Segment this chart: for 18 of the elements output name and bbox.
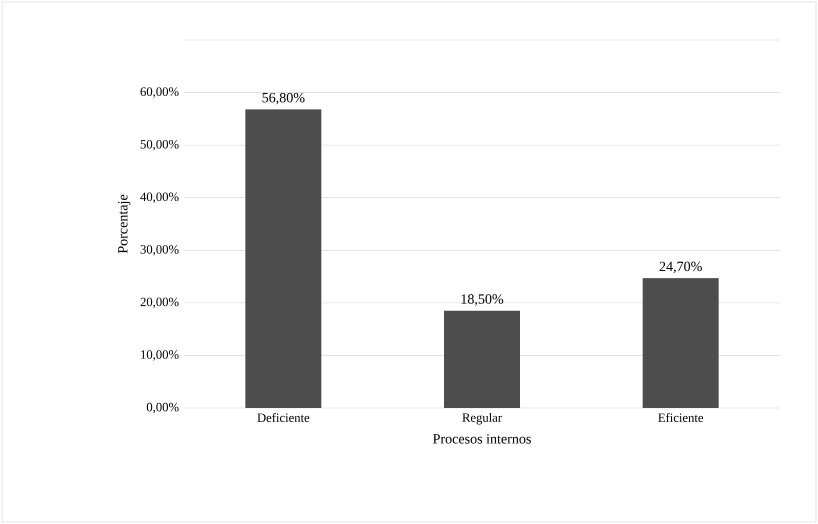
data-label: 18,50% — [462, 294, 504, 306]
x-tick-label: Regular — [462, 412, 502, 424]
x-axis-title: Procesos internos — [433, 434, 531, 444]
bar — [642, 278, 719, 408]
data-label: 24,70% — [660, 262, 702, 274]
y-tick-label: 10,00% — [141, 350, 179, 361]
y-tick-label: 20,00% — [140, 298, 179, 308]
y-tick-label: 0,00% — [146, 402, 179, 414]
data-label: 56,80% — [262, 92, 305, 104]
x-tick-label: Eficiente — [658, 412, 704, 422]
bar — [245, 109, 322, 408]
y-tick-label: 30,00% — [140, 245, 179, 256]
y-tick-label: 50,00% — [140, 140, 179, 150]
bar — [444, 310, 520, 408]
y-tick-label: 40,00% — [140, 192, 179, 203]
y-axis-title: Porcentaje — [118, 194, 130, 254]
y-tick-label: 60,00% — [140, 87, 179, 98]
x-tick-label: Deficiente — [257, 412, 310, 422]
